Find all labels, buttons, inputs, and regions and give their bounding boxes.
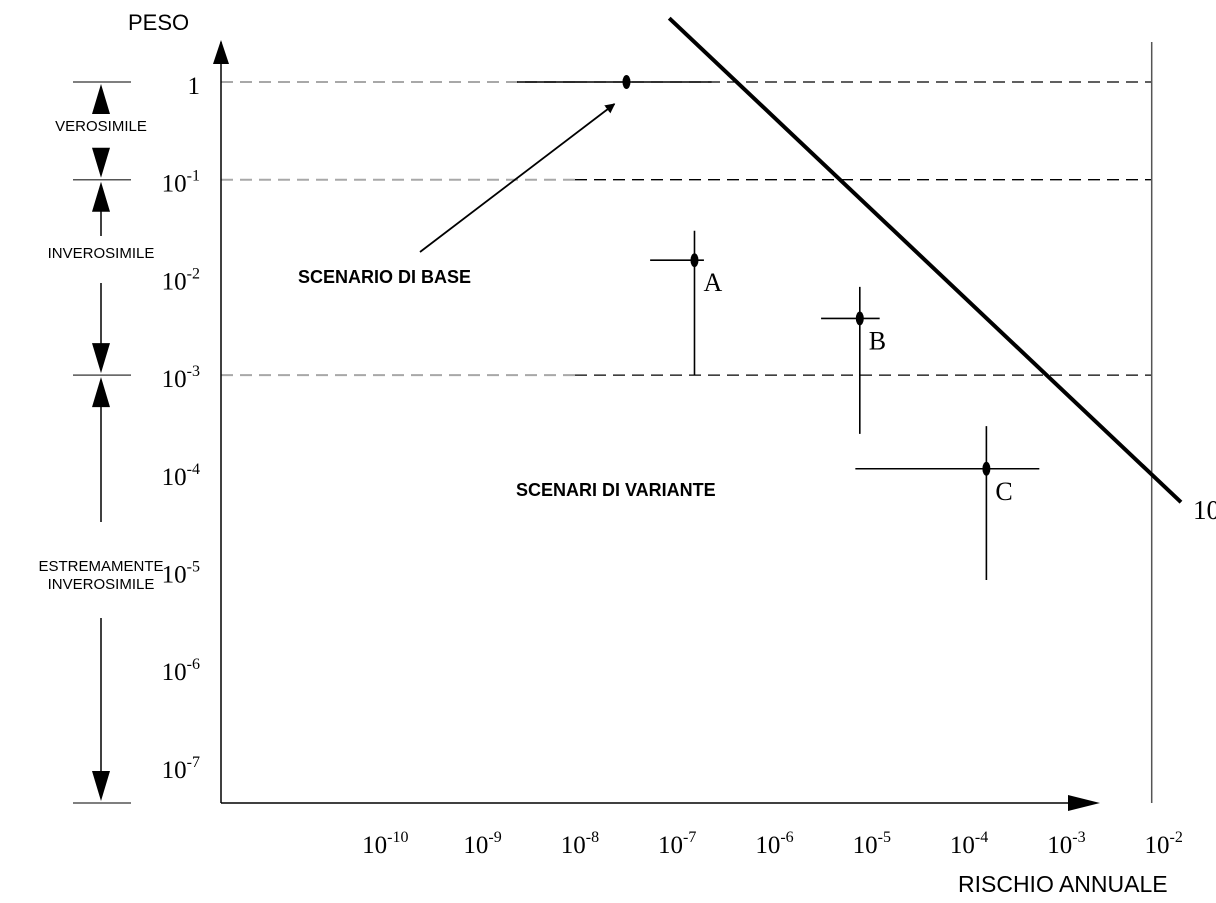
inverosimile-down-arrow [92,343,110,374]
x-tick-label-8-base: 10 [1145,832,1170,859]
probability-category-label-0-line-0: VEROSIMILE [55,118,147,135]
verosimile-down-arrow [92,147,110,178]
x-tick-label-0-base: 10 [362,832,387,859]
x-tick-label-5-base: 10 [853,832,878,859]
point-2-label: B [869,326,886,355]
x-tick-label-4: 10-6 [755,829,793,859]
y-tick-label-3: 10-3 [162,363,200,393]
probability-category-label-1: INVEROSIMILE [48,245,155,262]
probability-category-label-1-line-0: INVEROSIMILE [48,245,155,262]
y-tick-label-1-base: 10 [162,171,187,198]
point-3-label: C [995,477,1012,506]
variant-scenarios-annotation: SCENARI DI VARIANTE [516,480,716,500]
y-tick-label-4-base: 10 [162,464,187,491]
x-tick-label-3-base: 10 [658,832,683,859]
y-tick-label-6: 10-6 [162,656,200,686]
y-axis-label: PESO [128,10,189,35]
x-tick-label-1-exponent: -9 [488,829,501,846]
inverosimile-up-arrow [92,181,110,212]
data-points: A B C [419,75,1040,580]
y-tick-label-7-base: 10 [162,757,187,784]
x-tick-label-7: 10-3 [1047,829,1085,859]
y-axis-arrowhead [213,40,229,64]
y-tick-label-1-exponent: -1 [187,168,200,185]
x-tick-label-5-exponent: -5 [878,829,891,846]
x-axis-arrowhead [1068,795,1100,811]
y-tick-label-4-exponent: -4 [187,461,200,478]
x-tick-label-2-exponent: -8 [586,829,599,846]
x-tick-label-0-exponent: -10 [387,829,408,846]
x-tick-label-6-exponent: -4 [975,829,988,846]
y-tick-label-7-exponent: -7 [187,754,200,771]
y-tick-label-6-base: 10 [162,659,187,686]
extreme-up-arrow [92,377,110,408]
y-tick-label-5: 10-5 [162,559,200,589]
x-tick-label-3-exponent: -7 [683,829,696,846]
x-tick-label-2: 10-8 [561,829,599,859]
x-tick-label-8: 10-2 [1145,829,1183,859]
x-tick-label-4-exponent: -6 [780,829,793,846]
y-tick-label-2-exponent: -2 [187,265,200,282]
x-tick-label-6: 10-4 [950,829,988,859]
y-tick-label-0: 1 [188,73,201,100]
y-tick-label-0-base: 1 [188,73,201,100]
point-3-marker [982,461,991,476]
limit-line-label-base: 10 [1193,495,1216,525]
y-tick-label-2-base: 10 [162,268,187,295]
point-1-label: A [703,268,722,297]
x-tick-label-2-base: 10 [561,832,586,859]
limit-line-group: 10-6 [667,16,1216,525]
probability-category-label-2: ESTREMAMENTE INVEROSIMILE [38,558,163,593]
y-tick-label-5-exponent: -5 [187,559,200,576]
point-0-marker [622,75,631,89]
extreme-down-arrow [92,771,110,801]
x-tick-label-5: 10-5 [853,829,891,859]
x-tick-label-1-base: 10 [463,832,488,859]
axes: 10-10 10-9 10-8 10-7 10-6 10-5 10-4 10-3 10-2110… [162,40,1183,859]
limit-line [667,16,1183,504]
verosimile-up-arrow [92,84,110,114]
probability-category-label-2-line-1: INVEROSIMILE [48,576,155,593]
y-tick-label-3-exponent: -3 [187,363,200,380]
x-tick-label-8-exponent: -2 [1170,829,1183,846]
y-tick-label-1: 10-1 [162,168,200,198]
y-tick-label-7: 10-7 [162,754,200,784]
x-tick-label-1: 10-9 [463,829,501,859]
x-tick-label-7-exponent: -3 [1072,829,1085,846]
reference-lines [221,81,1152,377]
base-scenario-arrow [419,103,616,253]
x-tick-label-4-base: 10 [755,832,780,859]
limit-line-label: 10-6 [1193,492,1216,525]
x-tick-label-6-base: 10 [950,832,975,859]
x-tick-label-0: 10-10 [362,829,408,859]
probability-category-label-2-line-0: ESTREMAMENTE [38,558,163,575]
y-tick-label-6-exponent: -6 [187,656,200,673]
base-scenario-annotation: SCENARIO DI BASE [298,267,471,287]
point-1-marker [690,253,699,268]
point-2-marker [855,311,864,326]
chart-labels: PESO RISCHIO ANNUALE SCENARIO DI BASE SC… [128,10,1168,897]
y-tick-label-2: 10-2 [162,265,200,295]
x-tick-label-7-base: 10 [1047,832,1072,859]
x-tick-label-3: 10-7 [658,829,696,859]
x-axis-label: RISCHIO ANNUALE [958,871,1168,897]
y-tick-label-4: 10-4 [162,461,200,491]
probability-category-label-0: VEROSIMILE [55,118,147,135]
y-tick-label-3-base: 10 [162,366,187,393]
y-tick-label-5-base: 10 [162,562,187,589]
